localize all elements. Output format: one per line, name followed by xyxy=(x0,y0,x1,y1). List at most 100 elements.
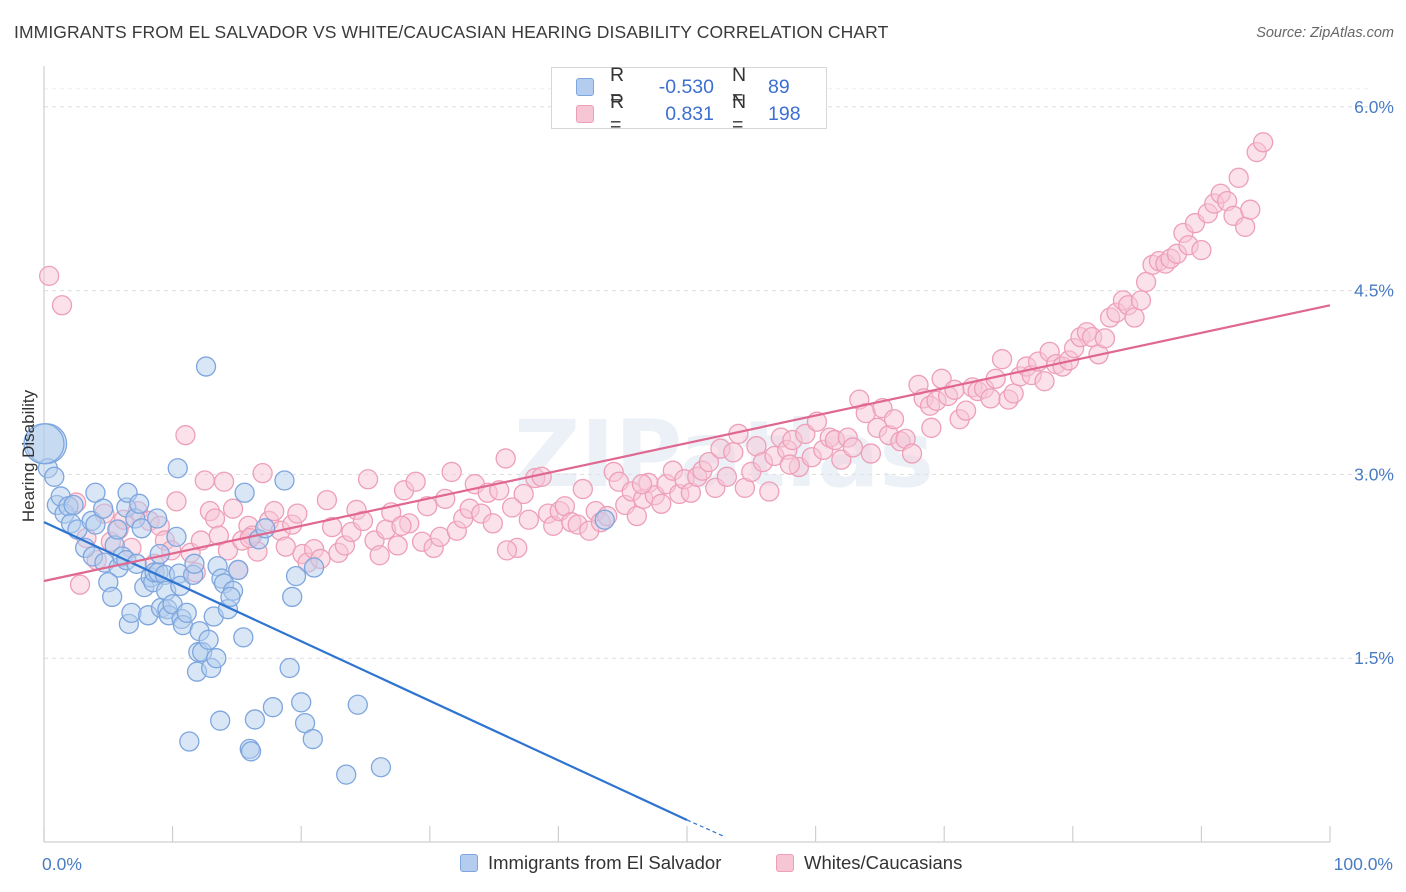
series-legend-el-salvador: Immigrants from El Salvador xyxy=(460,852,721,874)
el-salvador-point xyxy=(198,629,219,650)
whites-point xyxy=(204,508,226,529)
legend-r-value: 0.831 xyxy=(665,102,714,125)
legend-n-value: 198 xyxy=(768,102,801,125)
el-salvador-point xyxy=(274,470,295,491)
el-salvador-points xyxy=(23,356,615,785)
el-salvador-point xyxy=(147,508,168,529)
series-name: Immigrants from El Salvador xyxy=(488,852,722,873)
el-salvador-point xyxy=(303,557,325,578)
el-salvador-point xyxy=(63,494,84,516)
whites-point xyxy=(252,463,273,484)
whites-point xyxy=(316,489,338,511)
whites-point xyxy=(631,474,653,495)
whites-point xyxy=(980,388,1001,409)
legend-r-label: R = xyxy=(610,64,625,109)
legend-r-value: -0.530 xyxy=(658,75,714,98)
whites-point xyxy=(1124,307,1145,328)
x-tick-label-max: 100.0% xyxy=(1334,854,1393,874)
whites-point xyxy=(405,471,426,492)
y-tick-label: 3.0% xyxy=(1354,464,1394,484)
el-salvador-point xyxy=(184,553,205,574)
whites-point xyxy=(501,497,523,518)
whites-point xyxy=(222,498,244,519)
whites-point xyxy=(1240,199,1261,220)
el-salvador-point xyxy=(262,697,284,718)
whites-point xyxy=(1094,328,1116,349)
el-salvador-point xyxy=(234,482,255,503)
el-salvador-point xyxy=(285,565,307,587)
y-tick-label: 1.5% xyxy=(1354,648,1394,668)
legend-n-label: N = xyxy=(732,91,747,136)
el-salvador-trend-line xyxy=(43,521,688,821)
whites-point xyxy=(166,491,187,512)
whites-point xyxy=(489,480,510,501)
el-salvador-point xyxy=(102,586,123,608)
tick-labels: 1.5% 3.0% 4.5% 6.0% 0.0% 100.0% xyxy=(42,97,1394,874)
whites-point xyxy=(175,425,196,446)
el-salvador-point xyxy=(594,509,615,530)
whites-point xyxy=(441,461,462,483)
whites-point xyxy=(513,483,534,505)
chart-title: IMMIGRANTS FROM EL SALVADOR VS WHITE/CAU… xyxy=(14,22,889,42)
whites-point xyxy=(495,448,516,469)
el-salvador-trend-extension xyxy=(686,819,726,838)
el-salvador-point xyxy=(220,586,241,608)
whites-point xyxy=(518,509,539,530)
whites-trend-line xyxy=(43,304,1331,583)
el-salvador-point xyxy=(176,602,197,624)
whites-point xyxy=(955,400,977,421)
whites-point xyxy=(321,516,343,538)
legend-n-value: 89 xyxy=(768,75,790,98)
whites-point xyxy=(275,536,296,557)
x-tick-label-min: 0.0% xyxy=(42,854,82,874)
whites-point xyxy=(194,470,215,491)
whites-point xyxy=(287,503,308,524)
legend-n-label: N = xyxy=(732,64,747,109)
y-tick-label: 6.0% xyxy=(1354,97,1394,117)
el-salvador-point xyxy=(210,710,231,731)
whites-point xyxy=(357,469,379,490)
whites-point xyxy=(901,443,923,464)
whites-point xyxy=(944,379,965,400)
whites-point xyxy=(1130,290,1152,311)
el-salvador-point xyxy=(44,466,65,487)
whites-point xyxy=(883,409,905,430)
el-salvador-point xyxy=(107,519,128,540)
y-axis-label: Hearing Disability xyxy=(19,389,38,522)
whites-point xyxy=(723,442,744,463)
whites-point xyxy=(842,437,864,458)
el-salvador-point xyxy=(131,518,152,539)
series-swatch-pink xyxy=(776,854,794,872)
whites-point xyxy=(1228,167,1249,188)
el-salvador-point xyxy=(93,498,114,519)
whites-point xyxy=(213,471,235,492)
y-tick-label: 4.5% xyxy=(1354,281,1394,301)
el-salvador-point xyxy=(195,356,217,377)
whites-point xyxy=(482,513,503,534)
el-salvador-point xyxy=(347,694,368,715)
series-legend: Immigrants from El Salvador Whites/Cauca… xyxy=(0,852,1406,876)
whites-point xyxy=(1135,271,1157,293)
el-salvador-point xyxy=(336,764,357,785)
el-salvador-point xyxy=(240,741,262,762)
whites-point xyxy=(387,535,408,556)
whites-point xyxy=(860,443,882,464)
el-salvador-point xyxy=(167,458,188,479)
el-salvador-point xyxy=(179,731,200,752)
el-salvador-point xyxy=(206,648,227,669)
whites-point xyxy=(651,493,672,514)
el-salvador-point xyxy=(121,602,142,624)
el-salvador-point xyxy=(302,728,323,750)
whites-point xyxy=(698,451,720,473)
source-label: Source: ZipAtlas.com xyxy=(1256,25,1394,41)
whites-point xyxy=(417,496,438,517)
whites-point xyxy=(435,488,456,510)
whites-point xyxy=(921,417,942,438)
whites-point xyxy=(208,525,230,546)
legend-swatch-blue xyxy=(576,78,594,96)
legend-r-label: R = xyxy=(610,91,625,136)
series-name: Whites/Caucasians xyxy=(804,852,963,873)
whites-point xyxy=(1191,239,1212,261)
el-salvador-point xyxy=(370,757,392,778)
